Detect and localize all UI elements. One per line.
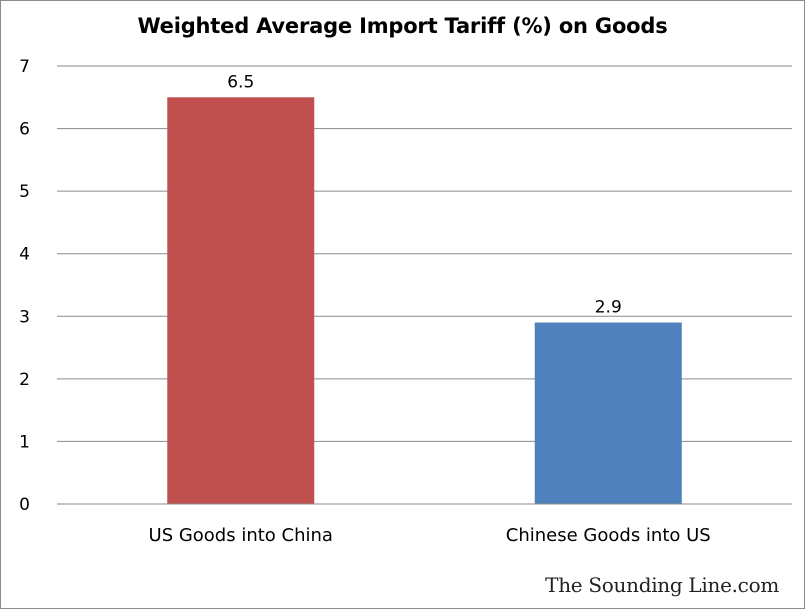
y-tick-label: 3 <box>19 307 30 327</box>
category-label: US Goods into China <box>149 525 333 546</box>
y-tick-label: 6 <box>19 120 30 140</box>
y-tick-label: 1 <box>19 432 30 452</box>
chart-title: Weighted Average Import Tariff (%) on Go… <box>137 14 668 38</box>
y-axis-ticks: 0 1 2 3 4 5 6 7 <box>19 57 30 515</box>
category-label: Chinese Goods into US <box>506 525 711 546</box>
y-tick-label: 4 <box>19 245 30 265</box>
bars <box>167 97 682 505</box>
data-labels: 6.5 2.9 <box>227 72 622 317</box>
watermark: The Sounding Line.com <box>545 573 779 597</box>
y-tick-label: 7 <box>19 57 30 77</box>
data-label: 2.9 <box>595 298 622 318</box>
data-label: 6.5 <box>227 72 254 92</box>
y-tick-label: 5 <box>19 182 30 202</box>
category-labels: US Goods into China Chinese Goods into US <box>149 525 711 546</box>
y-tick-label: 2 <box>19 370 30 390</box>
bar <box>167 97 315 505</box>
bar <box>534 322 682 504</box>
y-tick-label: 0 <box>19 495 30 515</box>
